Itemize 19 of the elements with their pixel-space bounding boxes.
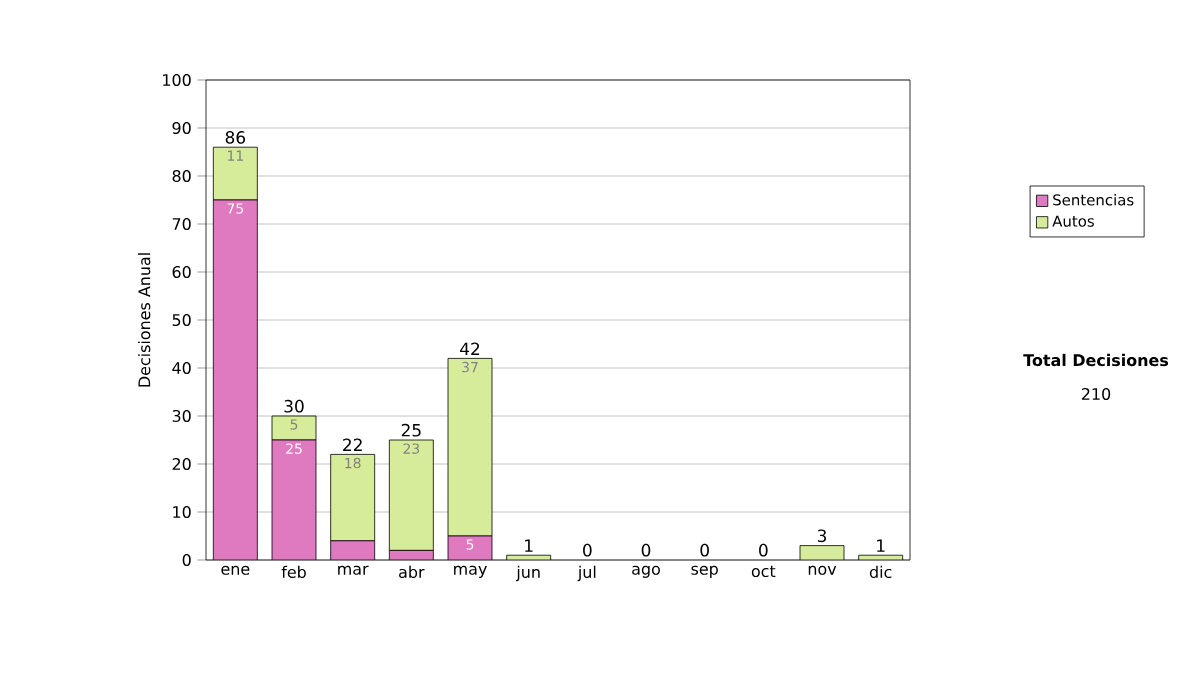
- total-label: 86: [225, 131, 246, 144]
- bar: [330, 540, 375, 560]
- bar: [212, 199, 258, 560]
- total-label: 42: [460, 342, 480, 356]
- total-label: 25: [401, 423, 421, 437]
- bar: [271, 439, 317, 560]
- total-label: 1: [525, 539, 533, 552]
- total-label: 0: [641, 543, 651, 557]
- total-label: 1: [877, 539, 885, 552]
- total-label: 3: [817, 529, 827, 543]
- total-label: 0: [759, 543, 768, 557]
- total-label: 0: [700, 543, 709, 557]
- bar: [330, 454, 376, 542]
- bar: [447, 358, 493, 537]
- bar: [388, 439, 434, 551]
- total-label: 30: [284, 399, 304, 413]
- total-label: 0: [583, 543, 592, 557]
- total-label: 22: [343, 438, 362, 452]
- bar: [212, 146, 258, 201]
